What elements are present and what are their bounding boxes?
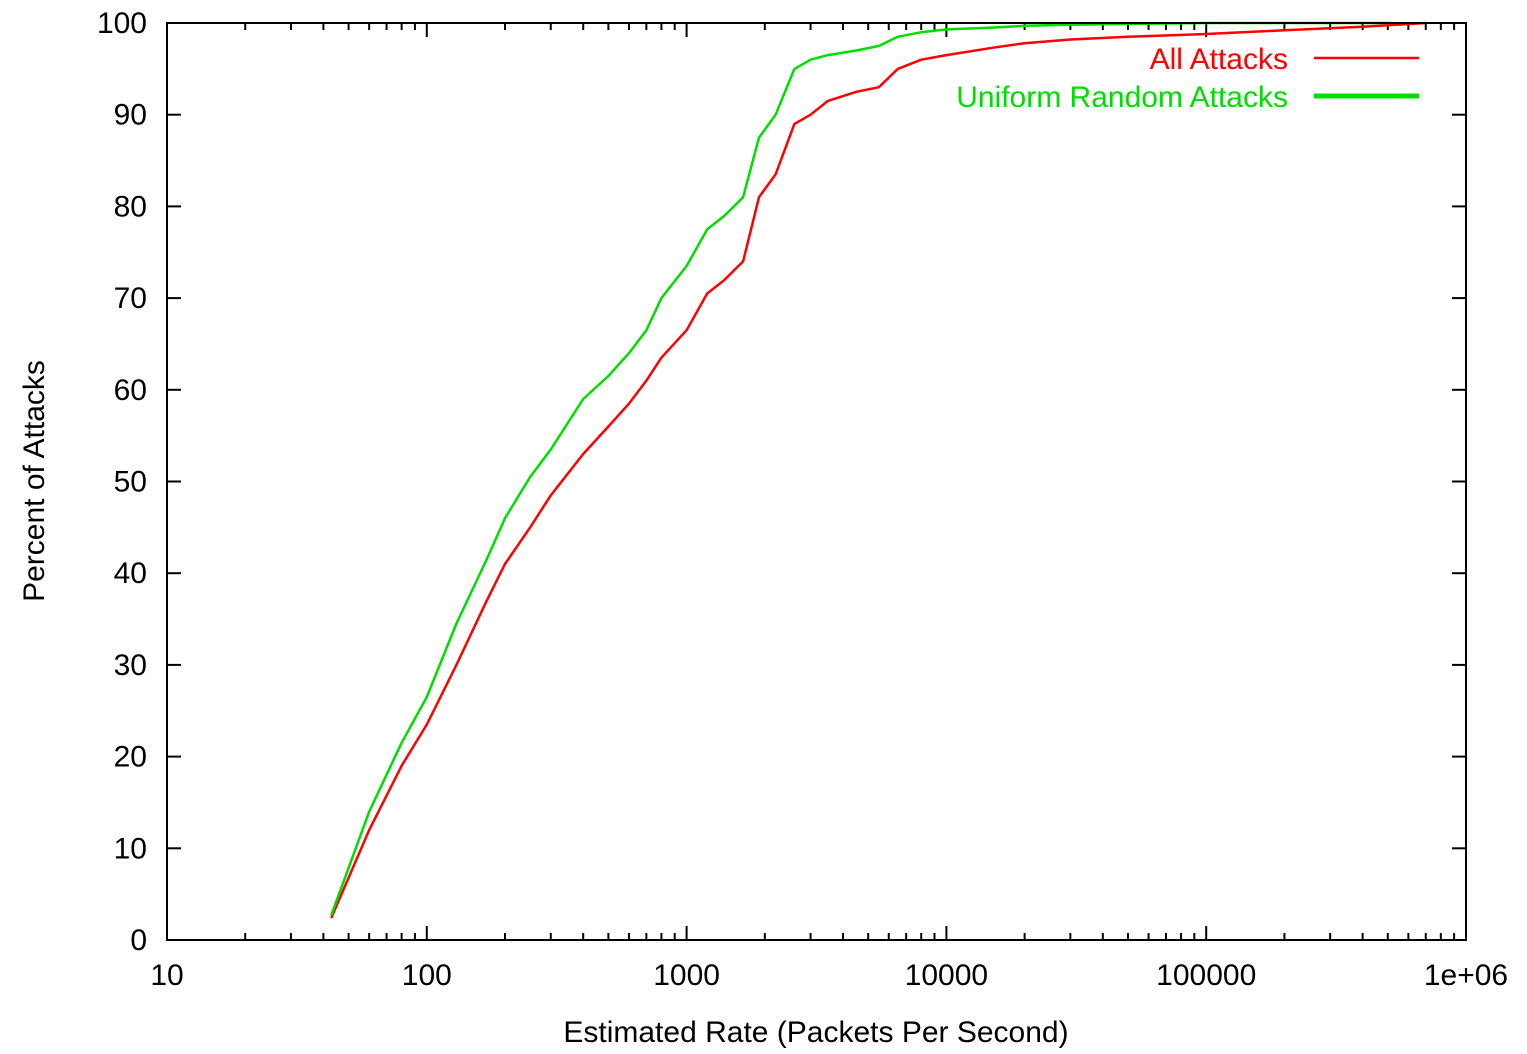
x-tick-label: 1e+06	[1424, 959, 1508, 992]
legend: All Attacks Uniform Random Attacks	[956, 43, 1419, 114]
x-tick-label: 10	[150, 959, 183, 992]
y-tick-label: 100	[97, 7, 147, 40]
x-axis-title: Estimated Rate (Packets Per Second)	[563, 1016, 1068, 1049]
y-tick-label: 60	[114, 374, 147, 407]
plot-frame	[166, 22, 1467, 941]
y-axis-title: Percent of Attacks	[18, 360, 51, 602]
series-line-1	[330, 21, 1428, 919]
series-lines	[330, 21, 1428, 919]
x-tick-label: 10000	[905, 959, 988, 992]
y-tick-label: 70	[114, 282, 147, 315]
y-tick-label: 30	[114, 649, 147, 682]
legend-label: Uniform Random Attacks	[956, 81, 1288, 114]
y-tick-label: 40	[114, 557, 147, 590]
x-tick-label: 100	[402, 959, 452, 992]
x-tick-label: 100000	[1156, 959, 1256, 992]
y-tick-label: 20	[114, 741, 147, 774]
series-line-2	[330, 21, 1390, 916]
y-tick-label: 50	[114, 466, 147, 499]
legend-label: All Attacks	[1150, 43, 1288, 76]
y-tick-label: 0	[130, 924, 147, 957]
y-tick-label: 10	[114, 832, 147, 865]
x-tick-label: 1000	[653, 959, 720, 992]
y-tick-label: 90	[114, 99, 147, 132]
y-tick-label: 80	[114, 190, 147, 223]
